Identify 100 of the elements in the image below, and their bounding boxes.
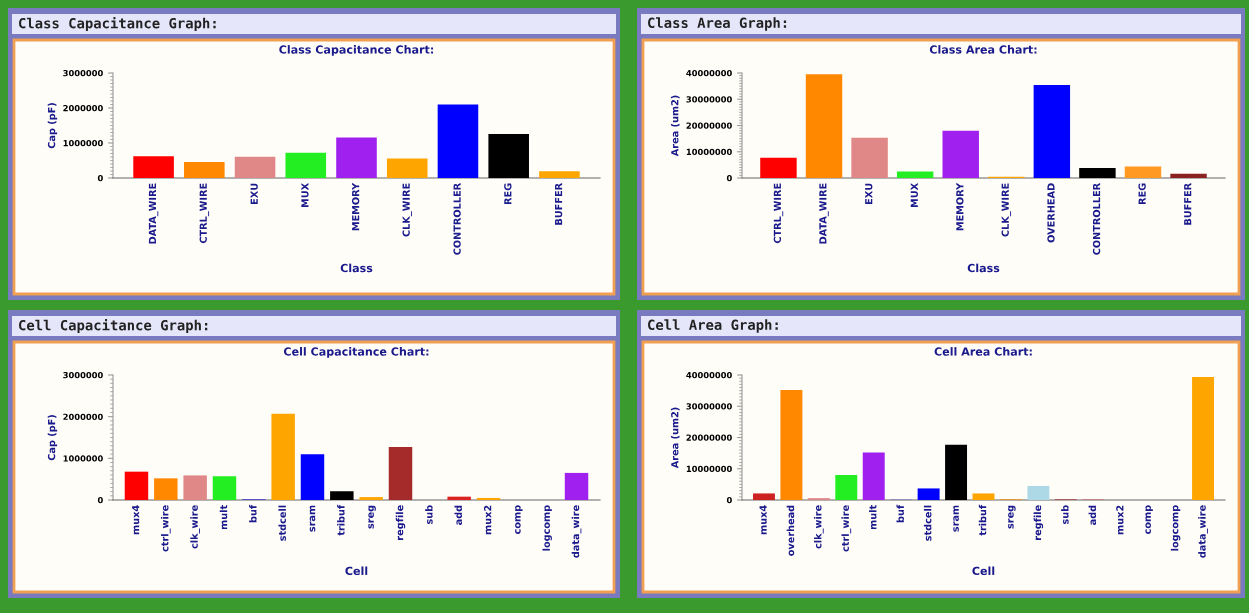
x-tick-label: EXU [865, 183, 873, 204]
y-axis-title: Cap (pF) [47, 103, 58, 149]
x-tick-label: sram [309, 505, 316, 532]
x-tick-label: BUFFER [555, 183, 563, 225]
x-tick-label: comp [1145, 505, 1153, 534]
x-tick-label: logcomp [542, 505, 552, 551]
x-tick-label: sreg [1008, 505, 1016, 529]
x-tick-label: CLK_WIRE [1001, 183, 1012, 237]
bar [133, 156, 174, 178]
x-tick-label: logcomp [1170, 505, 1181, 551]
y-tick-label: 3000000 [63, 69, 103, 77]
x-tick-label: add [454, 505, 462, 525]
y-axis-title: Cap (pF) [47, 415, 58, 461]
y-tick-label: 40000000 [686, 69, 732, 77]
y-tick-label: 0 [726, 496, 732, 504]
x-tick-label: MEMORY [956, 182, 964, 231]
bar [154, 478, 178, 500]
x-tick-label: mux4 [132, 505, 140, 535]
x-axis-title: Cell [345, 566, 368, 576]
bar [447, 496, 471, 500]
x-tick-label: buf [249, 504, 257, 523]
x-tick-label: regfile [1033, 505, 1044, 540]
bar [271, 413, 295, 500]
bar [1124, 166, 1162, 178]
x-tick-label: mux4 [759, 505, 767, 535]
bar [1170, 173, 1207, 178]
text: Cell Area Graph: [648, 319, 778, 333]
bar [1079, 168, 1116, 178]
bar [760, 157, 797, 178]
x-tick-label: REG [504, 183, 512, 205]
text: Cell Capacitance Graph: [19, 318, 208, 334]
text: Class Area Graph: [648, 17, 787, 31]
bar [300, 454, 325, 500]
bar [234, 156, 276, 178]
bar [285, 152, 327, 178]
x-tick-label: tribuf [337, 504, 345, 536]
y-tick-label: 0 [726, 174, 732, 182]
bar [437, 104, 479, 178]
x-tick-label: overhead [786, 505, 795, 556]
x-axis-title: Class [340, 263, 373, 273]
y-tick-label: 10000000 [686, 465, 732, 473]
x-axis-title: Cell [972, 566, 995, 576]
bar [183, 475, 207, 500]
x-tick-label: MEMORY [351, 182, 360, 231]
bar [945, 444, 968, 500]
x-tick-label: MUX [301, 183, 309, 208]
bar [476, 497, 501, 500]
bar [330, 491, 354, 500]
x-tick-label: buf [896, 504, 904, 523]
bar [835, 475, 858, 500]
x-tick-label: DATA_WIRE [819, 183, 829, 244]
bar [488, 133, 529, 178]
bar [862, 452, 885, 500]
x-tick-label: regfile [395, 505, 406, 540]
bar [336, 137, 377, 178]
x-tick-label: mult [869, 505, 877, 530]
x-tick-label: BUFFER [1184, 183, 1192, 225]
chart-title: Cell Area Chart: [934, 347, 1032, 356]
x-tick-label: ctrl_wire [160, 505, 171, 552]
bar [752, 493, 775, 500]
y-tick-label: 20000000 [686, 122, 732, 129]
x-tick-label: mux2 [483, 505, 492, 535]
x-tick-label: comp [515, 505, 523, 534]
bar [851, 137, 888, 178]
y-tick-label: 30000000 [686, 403, 732, 410]
y-tick-label: 30000000 [686, 96, 732, 103]
y-tick-label: 3000000 [63, 371, 103, 379]
x-tick-label: CONTROLLER [1092, 183, 1101, 255]
bar [805, 74, 843, 178]
bar [1033, 85, 1071, 178]
x-tick-label: MUX [910, 183, 918, 208]
x-tick-label: sreg [368, 505, 376, 529]
y-axis-title: Area (um2) [670, 95, 680, 157]
bar [388, 447, 413, 500]
y-tick-label: 1000000 [63, 455, 103, 462]
chart-title: Class Capacitance Chart: [279, 45, 434, 56]
y-tick-label: 0 [97, 496, 103, 504]
x-tick-label: mult [219, 505, 228, 530]
y-tick-label: 10000000 [686, 148, 732, 156]
x-tick-label: add [1088, 505, 1097, 525]
x-tick-label: ctrl_wire [841, 505, 852, 552]
chart-title: Class Area Chart: [929, 45, 1037, 54]
x-tick-label: sub [1061, 505, 1069, 525]
bar [1192, 376, 1215, 500]
bar [972, 493, 995, 500]
y-tick-label: 0 [97, 174, 103, 182]
bar [386, 158, 428, 178]
x-tick-label: REG [1138, 183, 1146, 205]
bar [184, 161, 225, 178]
bar [1027, 485, 1050, 500]
y-tick-label: 2000000 [63, 104, 103, 112]
y-tick-label: 20000000 [686, 434, 732, 441]
bar [917, 488, 940, 500]
text: Class Capacitance Graph: [19, 16, 216, 32]
x-tick-label: CLK_WIRE [402, 183, 412, 237]
bar [212, 476, 237, 500]
y-tick-label: 1000000 [63, 139, 103, 147]
x-axis-title: Class [967, 263, 1000, 273]
bar [359, 497, 383, 500]
x-tick-label: CTRL_WIRE [199, 183, 210, 244]
